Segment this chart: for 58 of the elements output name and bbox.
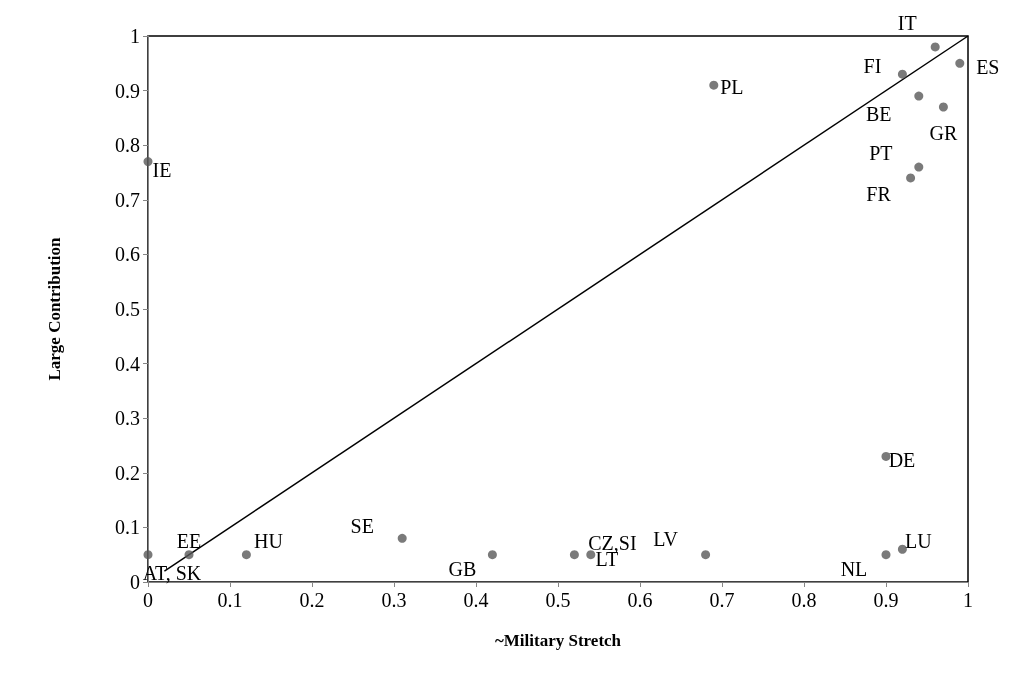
point	[184, 550, 194, 560]
x-tick-label: 0.8	[791, 589, 817, 611]
y-tick-label: 0	[130, 571, 140, 593]
point	[701, 550, 711, 560]
x-tick-label: 0.5	[545, 589, 571, 611]
point	[914, 162, 924, 172]
annotation: FR	[866, 182, 892, 205]
annotation: IT	[897, 11, 917, 34]
y-tick-label: 0.9	[115, 79, 140, 102]
x-tick-label: 0.9	[873, 589, 899, 611]
annotation: ES	[976, 56, 1000, 79]
point	[397, 533, 407, 543]
point	[930, 42, 940, 52]
annotation: SE	[350, 515, 374, 538]
x-tick-label: 1	[963, 589, 973, 611]
point	[241, 550, 251, 560]
x-tick-label: 0.6	[627, 589, 653, 611]
point	[955, 58, 965, 68]
x-axis-title: ~Military Stretch	[494, 631, 622, 650]
y-tick-label: 0.1	[115, 516, 140, 539]
point	[897, 544, 907, 554]
x-tick-label: 0.4	[463, 589, 489, 611]
annotation: GB	[448, 557, 477, 580]
annotation: NL	[840, 557, 868, 580]
annotation: GR	[929, 121, 958, 144]
x-tick-label: 0.2	[299, 589, 325, 611]
point	[906, 173, 916, 183]
y-tick-label: 0.5	[115, 298, 140, 320]
point	[143, 157, 153, 167]
x-tick-label: 0.1	[217, 589, 243, 611]
x-tick-label: 0.3	[381, 589, 407, 611]
annotation: IE	[152, 158, 172, 181]
x-tick-label: 0.7	[709, 589, 735, 611]
annotation: LV	[653, 527, 679, 550]
point	[938, 102, 948, 112]
y-tick-label: 1	[130, 25, 140, 47]
y-tick-label: 0.8	[115, 134, 140, 157]
y-tick-label: 0.7	[115, 188, 140, 211]
point	[709, 80, 719, 90]
point	[914, 91, 924, 101]
point	[897, 69, 907, 79]
annotation: DE	[888, 449, 916, 472]
point	[569, 550, 579, 560]
point	[881, 550, 891, 560]
point	[487, 550, 497, 560]
y-tick-label: 0.2	[115, 461, 140, 484]
y-axis-title: Large Contribution	[45, 236, 64, 381]
annotation: PL	[720, 76, 744, 99]
annotation: FI	[863, 55, 882, 78]
annotation: EE	[176, 529, 202, 552]
annotation: LU	[905, 530, 933, 553]
point	[143, 550, 153, 560]
annotation: BE	[866, 103, 892, 126]
annotation: PT	[869, 142, 893, 165]
y-tick-label: 0.4	[115, 352, 140, 375]
annotation: HU	[253, 529, 284, 552]
y-tick-label: 0.6	[115, 243, 140, 266]
y-tick-label: 0.3	[115, 407, 140, 430]
